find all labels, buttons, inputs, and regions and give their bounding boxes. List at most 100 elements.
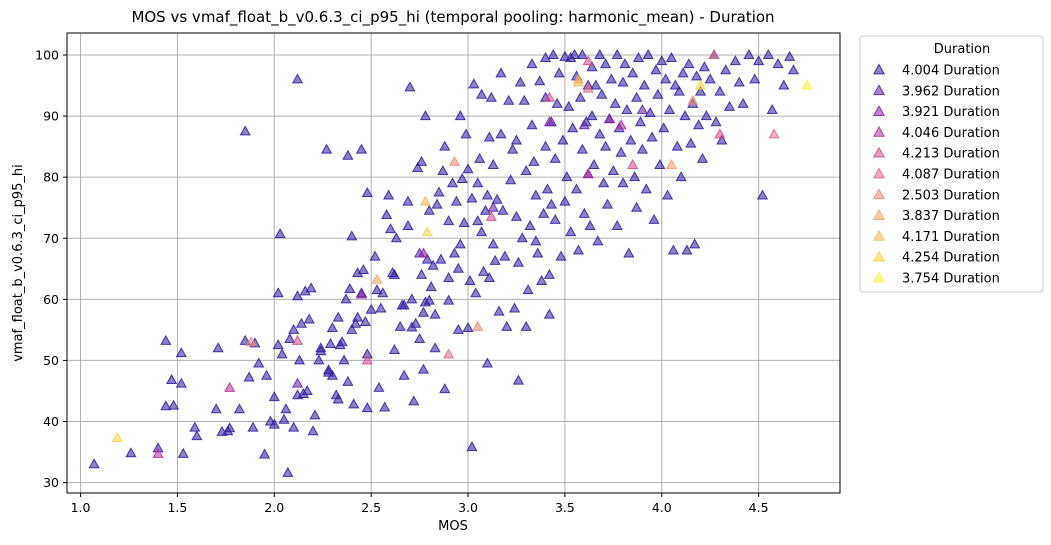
data-point [462, 163, 474, 174]
data-point [644, 107, 656, 118]
data-point [361, 402, 373, 413]
data-point [499, 250, 511, 261]
data-point [561, 171, 573, 182]
data-point [431, 198, 443, 209]
data-point [359, 315, 371, 326]
legend-entry: 3.962 Duration [902, 84, 1000, 99]
data-point [590, 79, 602, 90]
data-point [166, 373, 178, 384]
data-point [539, 140, 552, 151]
data-point [708, 48, 720, 59]
data-point [371, 284, 383, 295]
data-point [640, 183, 652, 194]
data-point [568, 48, 581, 59]
data-point [288, 323, 300, 334]
chart-title: MOS vs vmaf_float_b_v0.6.3_ci_p95_hi (te… [131, 8, 774, 27]
data-point [801, 79, 813, 90]
data-point [346, 323, 358, 334]
legend-entry: 4.213 Duration [902, 147, 1000, 162]
data-point [545, 198, 557, 209]
data-point [481, 357, 494, 368]
data-point [537, 207, 550, 218]
data-point [572, 244, 585, 255]
data-point [617, 177, 629, 188]
data-point [543, 91, 556, 102]
series-group [291, 55, 726, 365]
data-point [355, 288, 368, 299]
data-point [729, 55, 741, 66]
data-point [723, 100, 736, 111]
data-point [357, 264, 370, 275]
data-point [555, 250, 567, 261]
data-point [346, 230, 358, 241]
data-point [491, 193, 503, 204]
data-point [487, 238, 499, 249]
data-point [586, 110, 598, 121]
data-point [601, 198, 614, 209]
data-point [388, 344, 401, 355]
data-point [716, 134, 728, 145]
data-point [594, 48, 606, 59]
x-tick-label: 2.0 [264, 500, 284, 515]
data-point [423, 204, 435, 215]
data-point [382, 189, 395, 200]
legend-entry: 4.046 Duration [902, 126, 1000, 141]
data-point [526, 58, 538, 69]
data-point [681, 244, 693, 255]
data-point [582, 82, 594, 93]
data-point [212, 342, 224, 353]
data-point [443, 271, 455, 282]
grid-lines [67, 33, 840, 493]
data-point [536, 274, 548, 286]
data-point [549, 152, 561, 163]
data-point [375, 302, 387, 313]
data-point [493, 305, 505, 316]
data-point [253, 357, 265, 368]
y-tick-label: 60 [43, 292, 59, 307]
data-point [315, 345, 327, 356]
data-point [284, 333, 296, 344]
data-point [692, 119, 705, 130]
data-point [543, 268, 556, 279]
legend-title: Duration [934, 42, 990, 57]
data-point [404, 81, 416, 92]
data-point [671, 140, 683, 151]
data-point [667, 244, 679, 255]
legend-entry: 4.171 Duration [902, 230, 1000, 245]
data-point [567, 122, 579, 133]
y-tick-label: 80 [43, 170, 59, 185]
data-point [326, 322, 339, 333]
data-point [576, 48, 588, 59]
data-point [551, 97, 563, 108]
data-point [288, 421, 300, 432]
legend-marker [872, 188, 886, 200]
data-point [683, 58, 695, 69]
data-point [413, 333, 426, 344]
data-point [598, 177, 610, 188]
legend-marker [872, 105, 886, 116]
data-point [466, 441, 478, 452]
data-point [691, 70, 703, 81]
data-point [563, 100, 575, 111]
data-point [307, 425, 319, 436]
data-point [160, 400, 172, 411]
x-tick-label: 4.5 [749, 500, 769, 515]
data-point [272, 339, 284, 350]
data-point [619, 58, 631, 69]
data-point [623, 247, 635, 258]
data-point [599, 140, 612, 151]
data-point [617, 76, 629, 87]
data-point [543, 308, 556, 319]
data-point [313, 354, 325, 365]
y-tick-label: 50 [43, 353, 59, 368]
data-point [679, 110, 691, 121]
x-tick-label: 4.0 [652, 500, 672, 515]
data-point [278, 413, 290, 424]
plot-frame [66, 32, 841, 494]
data-point [503, 94, 515, 105]
y-axis-label: vmaf_float_b_v0.6.3_ci_p95_hi [11, 164, 26, 362]
data-point [543, 116, 556, 127]
data-point [660, 73, 672, 84]
data-point [384, 223, 397, 234]
data-point [446, 177, 459, 188]
